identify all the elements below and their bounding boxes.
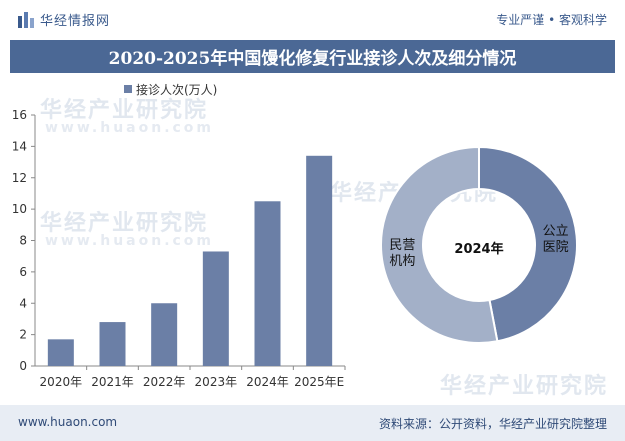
donut-slice-label: 机构	[389, 254, 415, 269]
donut-slice-label: 公立	[543, 224, 569, 239]
footer: www.huaon.com 资料来源：公开资料，华经产业研究院整理	[0, 405, 625, 441]
chart-title: 2020-2025年中国馒化修复行业接诊人次及细分情况	[108, 49, 517, 69]
watermark-url: www.huaon.com	[45, 120, 215, 136]
bar	[254, 201, 281, 366]
donut-slice	[478, 145, 578, 343]
legend-label: 接诊人次(万人)	[136, 82, 217, 97]
y-tick-label: 14	[12, 139, 27, 153]
x-axis-labels: 2020年 2021年 2022年 2023年 2024年 2025年E	[40, 366, 346, 389]
x-tick-label: 2023年	[195, 375, 238, 389]
x-tick-label: 2021年	[91, 375, 134, 389]
donut-slice-label: 民营	[389, 238, 415, 253]
donut-slices	[380, 145, 578, 344]
tagline: 专业严谨 • 客观科学	[496, 13, 607, 27]
donut-slice-label: 医院	[543, 240, 569, 255]
x-tick-label: 2024年	[246, 375, 289, 389]
watermark-url: www.huaon.com	[45, 233, 215, 249]
x-tick-label: 2022年	[143, 375, 186, 389]
y-tick-label: 10	[12, 202, 27, 216]
top-bar: 华经情报网 专业严谨 • 客观科学	[0, 0, 625, 40]
y-tick-label: 6	[19, 265, 27, 279]
y-tick-label: 8	[19, 234, 27, 248]
legend-swatch	[124, 85, 132, 93]
bar	[151, 303, 178, 366]
logo: 华经情报网	[18, 10, 110, 29]
logo-text: 华经情报网	[40, 14, 111, 29]
footer-url: www.huaon.com	[18, 415, 118, 429]
watermark-text: 华经产业研究院	[40, 211, 209, 236]
y-tick-label: 12	[12, 171, 27, 185]
donut-center-label: 2024年	[454, 241, 503, 257]
x-tick-label: 2020年	[40, 375, 83, 389]
bar	[202, 251, 229, 366]
bar	[99, 322, 126, 366]
y-tick-label: 0	[19, 359, 27, 373]
logo-icon	[18, 11, 34, 28]
bar	[306, 155, 333, 366]
bar	[47, 339, 74, 366]
footer-source: 资料来源：公开资料，华经产业研究院整理	[378, 417, 607, 431]
y-axis-ticks: 0 2 4 6 8 10 12 14 16	[12, 108, 35, 373]
watermark-text: 华经产业研究院	[440, 374, 609, 399]
x-tick-label: 2025年E	[294, 375, 344, 389]
donut-slice	[380, 145, 499, 344]
y-tick-label: 2	[19, 328, 27, 342]
title-bar: 2020-2025年中国馒化修复行业接诊人次及细分情况	[10, 40, 615, 73]
y-tick-label: 4	[19, 296, 27, 310]
watermark-text: 华经产业研究院	[40, 98, 209, 123]
bars	[47, 155, 333, 366]
legend: 接诊人次(万人)	[124, 82, 217, 97]
y-tick-label: 16	[12, 108, 27, 122]
